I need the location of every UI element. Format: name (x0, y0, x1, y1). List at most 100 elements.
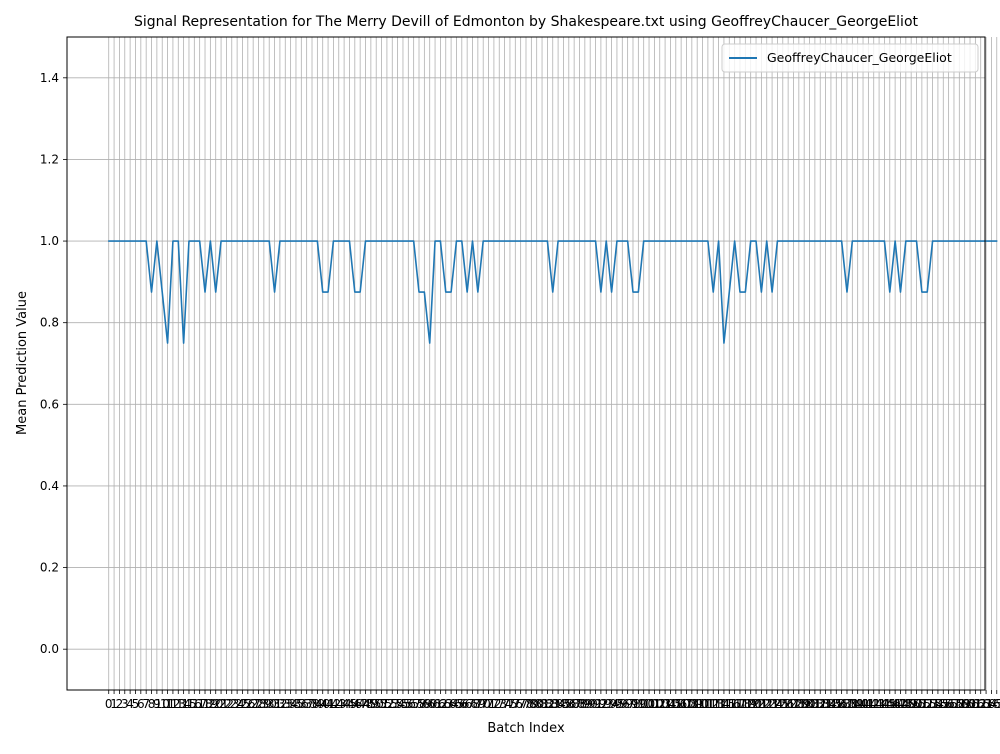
legend: GeoffreyChaucer_GeorgeEliot (721, 43, 979, 73)
x-tick-label: 46 (347, 697, 362, 711)
series-line-geoffreychaucer-georgeeliot (107, 240, 998, 344)
x-tick-label: 105 (659, 697, 682, 711)
x-tick-label: 147 (884, 697, 907, 711)
x-tick-label: 124 (761, 697, 784, 711)
x-tick-label: 77 (513, 697, 528, 711)
x-tick-label: 15 (181, 697, 196, 711)
x-tick-label: 40 (315, 697, 330, 711)
x-tick-label: 113 (702, 697, 725, 711)
x-tick-label: 101 (638, 697, 661, 711)
x-tick-label: 125 (766, 697, 789, 711)
x-tick-label: 89 (577, 697, 592, 711)
x-tick-label: 21 (213, 697, 228, 711)
x-tick-label: 121 (745, 697, 768, 711)
x-tick-label: 152 (910, 697, 933, 711)
x-tick-label: 42 (326, 697, 341, 711)
x-tick-label: 35 (288, 697, 303, 711)
x-tick-label: 71 (481, 697, 496, 711)
x-tick-label: 87 (567, 697, 582, 711)
x-tick-label: 142 (857, 697, 880, 711)
x-tick-label: 86 (561, 697, 576, 711)
x-tick-label: 106 (664, 697, 687, 711)
series-layer (107, 240, 998, 344)
x-tick-label: 156 (932, 697, 955, 711)
x-tick-label: 165 (980, 697, 1000, 711)
x-tick-label: 37 (299, 697, 314, 711)
x-tick-label: 104 (654, 697, 677, 711)
x-tick-label: 47 (353, 697, 368, 711)
x-tick-label: 100 (632, 697, 655, 711)
x-tick-label: 43 (331, 697, 346, 711)
x-tick-label: 90 (583, 697, 598, 711)
legend-entry-label: GeoffreyChaucer_GeorgeEliot (767, 50, 952, 65)
x-tick-label: 9 (153, 697, 161, 711)
x-tick-label: 61 (427, 697, 442, 711)
x-tick-label: 117 (723, 697, 746, 711)
x-tick-label: 75 (502, 697, 517, 711)
x-tick-label: 29 (256, 697, 271, 711)
x-tick-label: 5 (132, 697, 140, 711)
x-tick-label: 109 (680, 697, 703, 711)
x-tick-label: 144 (868, 697, 891, 711)
x-tick-label: 74 (497, 697, 512, 711)
x-tick-label: 114 (707, 697, 730, 711)
x-tick-label: 166 (985, 697, 1000, 711)
x-tick-label: 119 (734, 697, 757, 711)
y-tick-label: 1.4 (40, 71, 59, 85)
x-tick-label: 56 (401, 697, 416, 711)
x-tick-label: 80 (529, 697, 544, 711)
x-tick-label: 131 (798, 697, 821, 711)
x-tick-label: 48 (358, 697, 373, 711)
x-tick-label: 67 (460, 697, 475, 711)
x-tick-label: 93 (599, 697, 614, 711)
x-tick-label: 81 (534, 697, 549, 711)
x-tick-label: 22 (219, 697, 234, 711)
x-tick-label: 54 (390, 697, 405, 711)
x-tick-label: 23 (224, 697, 239, 711)
y-axis-label: Mean Prediction Value (15, 291, 30, 435)
x-tick-label: 140 (846, 697, 869, 711)
x-tick-label: 160 (953, 697, 976, 711)
x-tick-label: 25 (235, 697, 250, 711)
x-tick-label: 155 (926, 697, 949, 711)
x-tick-label: 78 (518, 697, 533, 711)
y-tick-label: 1.0 (40, 234, 59, 248)
x-tick-label: 127 (777, 697, 800, 711)
x-tick-label: 120 (739, 697, 762, 711)
x-tick-label: 32 (272, 697, 287, 711)
x-tick-label: 162 (964, 697, 987, 711)
legend-box (721, 43, 979, 73)
x-tick-label: 85 (556, 697, 571, 711)
x-tick-label: 126 (771, 697, 794, 711)
x-tick-label: 164 (975, 697, 998, 711)
x-tick-label: 96 (615, 697, 630, 711)
x-tick-label: 8 (148, 697, 156, 711)
x-tick-label: 18 (197, 697, 212, 711)
x-tick-label: 157 (937, 697, 960, 711)
x-tick-label: 116 (718, 697, 741, 711)
x-tick-label: 6 (137, 697, 145, 711)
x-tick-label: 151 (905, 697, 928, 711)
x-tick-label: 59 (417, 697, 432, 711)
x-tick-label: 135 (819, 697, 842, 711)
x-tick-label: 13 (171, 697, 186, 711)
x-tick-label: 133 (809, 697, 832, 711)
x-tick-label: 44 (336, 697, 351, 711)
x-tick-label: 41 (320, 697, 335, 711)
x-tick-label: 154 (921, 697, 944, 711)
x-tick-label: 123 (755, 697, 778, 711)
x-tick-label: 16 (187, 697, 202, 711)
x-tick-label: 30 (262, 697, 277, 711)
x-tick-label: 11 (160, 697, 175, 711)
x-tick-label: 79 (524, 697, 539, 711)
x-tick-label: 58 (411, 697, 426, 711)
x-tick-label: 63 (438, 697, 453, 711)
x-tick-label: 92 (593, 697, 608, 711)
x-tick-label: 68 (465, 697, 480, 711)
x-tick-label: 134 (814, 697, 837, 711)
x-tick-label: 103 (648, 697, 671, 711)
x-tick-label: 138 (836, 697, 859, 711)
x-tick-label: 73 (492, 697, 507, 711)
